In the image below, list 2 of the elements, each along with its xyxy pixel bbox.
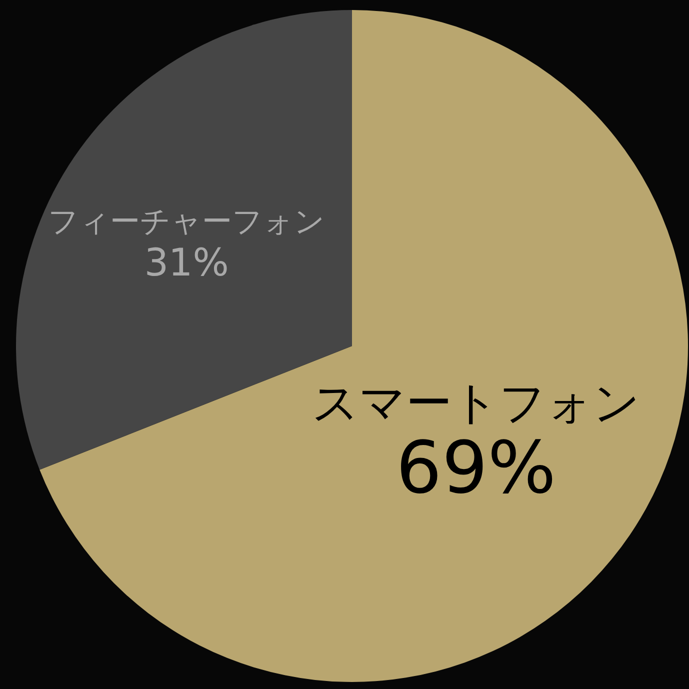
data-label: 31% xyxy=(144,240,229,285)
slice-label: フィーチャーフォン xyxy=(48,204,326,240)
